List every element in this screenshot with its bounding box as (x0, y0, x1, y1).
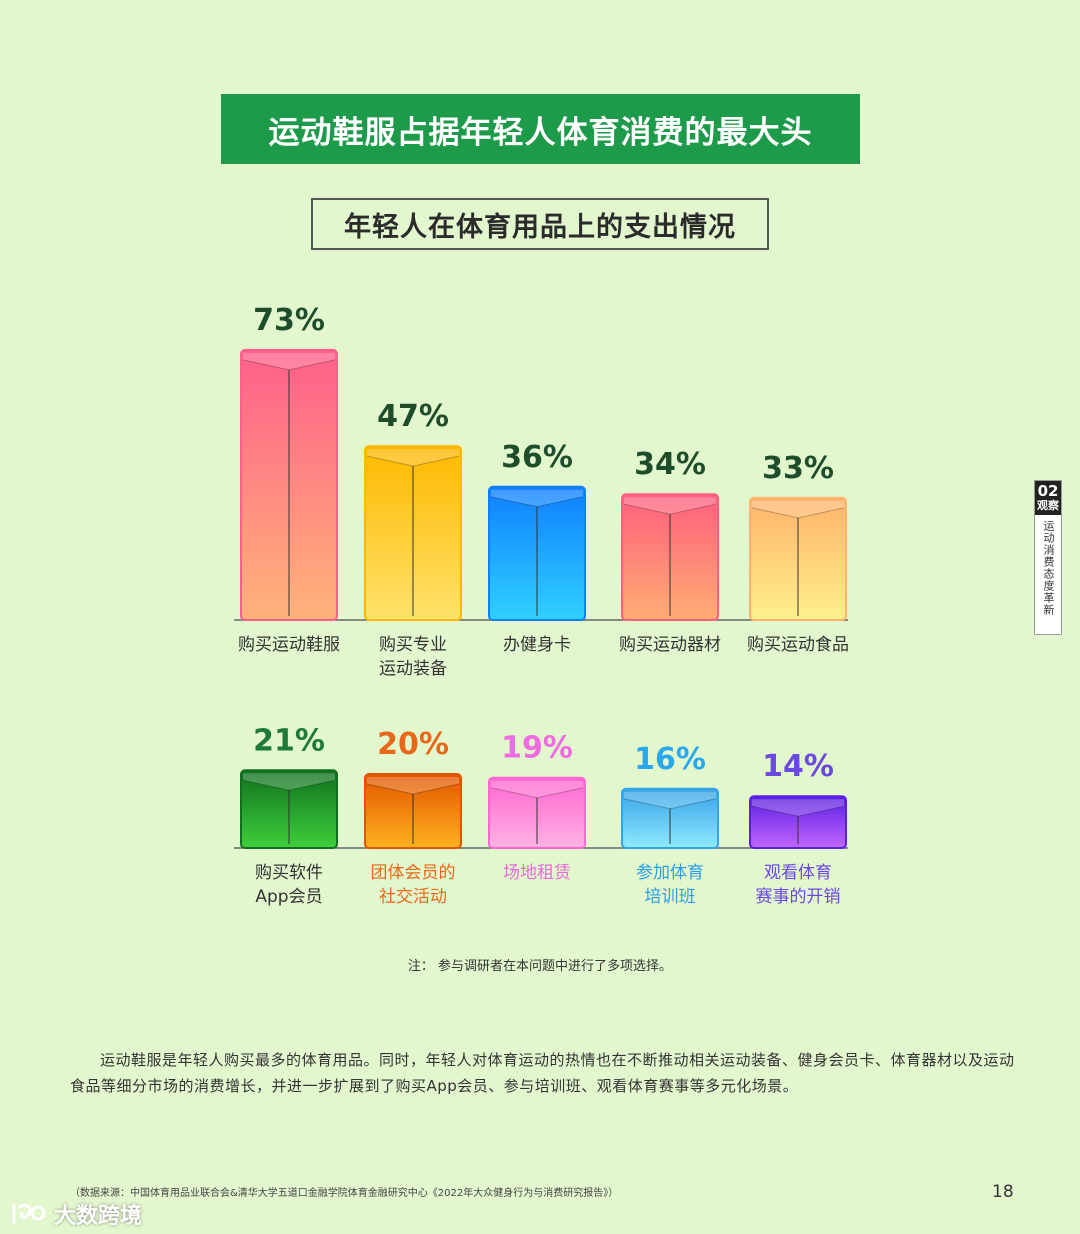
body-paragraph: 运动鞋服是年轻人购买最多的体育用品。同时，年轻人对体育运动的热情也在不断推动相关… (70, 1051, 1015, 1095)
category-label: 购买运动器材 (619, 635, 721, 655)
bar-top-edge (751, 805, 845, 817)
bar-2-3 (488, 776, 586, 850)
chart-subtitle: 年轻人在体育用品上的支出情况 (311, 198, 769, 250)
bar-top-edge (490, 496, 584, 508)
value-label: 19% (501, 731, 573, 766)
value-label: 47% (377, 399, 449, 434)
bar-top-face (491, 489, 583, 507)
bar-1-4 (621, 493, 719, 622)
value-label: 14% (762, 749, 834, 784)
value-label: 16% (634, 742, 706, 777)
bar-top-edge (366, 783, 460, 795)
category-label: 社交活动 (379, 887, 447, 907)
bar-top-edge (242, 359, 336, 371)
category-label: 场地租赁 (503, 863, 571, 883)
category-label: 观看体育 (764, 863, 832, 883)
bar-top-face (752, 799, 844, 817)
bar-top-face (367, 449, 459, 467)
bar-1-1 (240, 348, 338, 621)
watermark: 大数跨境 (10, 1198, 142, 1230)
bar-top-face (243, 352, 335, 370)
bar-top-edge (366, 455, 460, 467)
section-name: 运动消费态度革新 (1042, 520, 1055, 616)
bar-2-1 (240, 769, 338, 849)
category-label: 运动装备 (379, 659, 447, 679)
section-label: 观察 (1037, 499, 1059, 512)
value-label: 33% (762, 451, 834, 486)
category-label: 培训班 (645, 887, 696, 907)
bar-top-face (367, 777, 459, 794)
watermark-text: 大数跨境 (54, 1204, 143, 1229)
bar-top-edge (490, 787, 584, 799)
category-label: 团体会员的 (371, 863, 456, 883)
bar-top-face (243, 773, 335, 791)
category-label: 办健身卡 (503, 635, 571, 655)
bar-1-3 (488, 485, 586, 621)
bar-top-face (752, 500, 844, 518)
bar-top-face (491, 780, 583, 798)
banner-title: 运动鞋服占据年轻人体育消费的最大头 (221, 94, 860, 164)
category-label: 购买专业 (379, 635, 447, 655)
value-label: 73% (253, 303, 325, 338)
bar-2-4 (621, 787, 719, 849)
value-label: 20% (377, 727, 449, 762)
page-number: 18 (992, 1182, 1014, 1202)
category-label: App会员 (255, 887, 322, 907)
value-label: 34% (634, 447, 706, 482)
bar-top-edge (751, 507, 845, 519)
bar-1-5 (749, 496, 847, 621)
section-side-tab: 02 观察 运动消费态度革新 (1034, 480, 1062, 635)
bar-1-2 (364, 445, 462, 621)
category-label: 购买软件 (255, 863, 323, 883)
data-source: （数据来源：中国体育用品业联合会&清华大学五道口金融学院体育金融研究中心《202… (70, 1188, 619, 1199)
bar-top-face (624, 497, 716, 515)
chart-note: 注： 参与调研者在本问题中进行了多项选择。 (407, 959, 673, 974)
bar-top-edge (623, 503, 717, 515)
bar-top-edge (242, 779, 336, 791)
bar-top-edge (623, 798, 717, 810)
bar-2-5 (749, 795, 847, 850)
category-label: 购买运动食品 (747, 635, 849, 655)
section-number: 02 (1037, 482, 1059, 500)
value-label: 36% (501, 440, 573, 475)
bar-2-2 (364, 773, 462, 849)
watermark-logo-icon (12, 1203, 46, 1225)
category-label: 参加体育 (636, 863, 704, 883)
bar-top-face (624, 791, 716, 809)
category-label: 赛事的开销 (756, 886, 841, 907)
value-label: 21% (253, 723, 325, 758)
category-label: 购买运动鞋服 (238, 635, 340, 655)
